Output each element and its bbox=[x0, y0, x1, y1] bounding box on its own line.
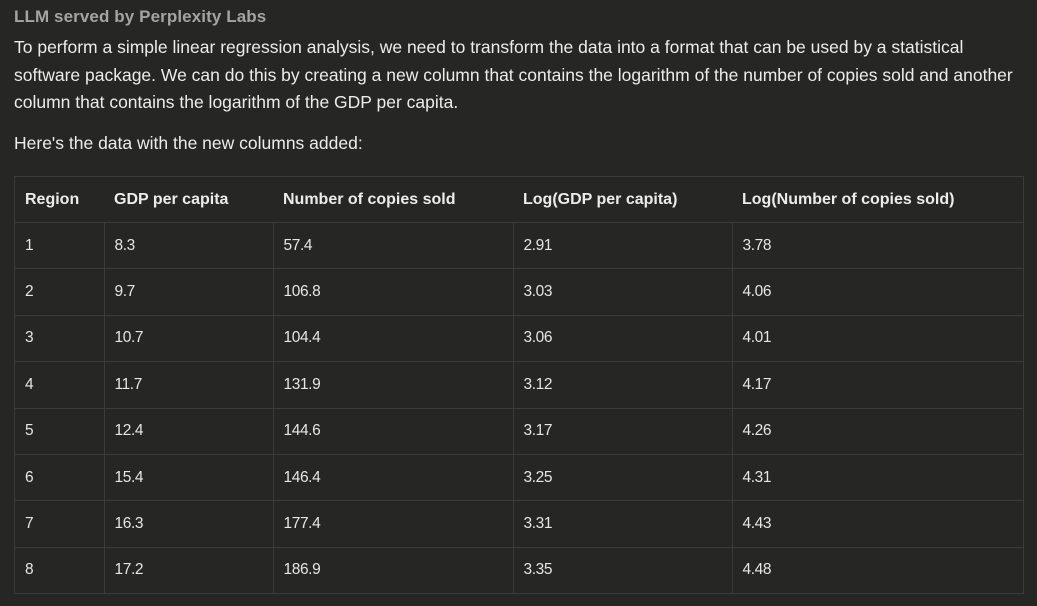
cell-log-gdp: 2.91 bbox=[512, 222, 732, 270]
table-row: 4 11.7 131.9 3.12 4.17 bbox=[15, 361, 1023, 409]
response-paragraph: To perform a simple linear regression an… bbox=[14, 37, 1013, 112]
cell-log-copies: 4.17 bbox=[731, 361, 1023, 409]
cell-log-gdp: 3.12 bbox=[512, 361, 732, 409]
cell-gdp: 8.3 bbox=[103, 222, 273, 270]
cell-gdp: 9.7 bbox=[103, 268, 273, 316]
cell-region: 1 bbox=[15, 222, 104, 270]
table-row: 3 10.7 104.4 3.06 4.01 bbox=[15, 315, 1023, 363]
cell-copies: 144.6 bbox=[272, 408, 513, 455]
cell-log-copies: 4.48 bbox=[731, 547, 1023, 593]
cell-log-gdp: 3.25 bbox=[512, 454, 732, 502]
cell-log-gdp: 3.35 bbox=[512, 547, 732, 593]
cell-region: 6 bbox=[15, 454, 104, 502]
cell-region: 8 bbox=[25, 561, 34, 579]
table-row: 6 15.4 146.4 3.25 4.31 bbox=[15, 454, 1023, 502]
model-byline: LLM served by Perplexity Labs bbox=[14, 7, 267, 26]
cell-copies: 106.8 bbox=[272, 268, 513, 316]
cell-copies: 104.4 bbox=[272, 315, 513, 363]
cell-gdp: 10.7 bbox=[103, 315, 273, 363]
cell-gdp: 11.7 bbox=[103, 361, 273, 409]
cell-log-copies: 4.31 bbox=[731, 454, 1023, 502]
table-header-row: Region GDP per capita Number of copies s… bbox=[15, 177, 1023, 223]
cell-log-gdp: 3.31 bbox=[512, 500, 732, 548]
data-table: Region GDP per capita Number of copies s… bbox=[15, 177, 1023, 593]
cell-gdp: 16.3 bbox=[103, 500, 273, 548]
cell-region: 7 bbox=[15, 500, 104, 548]
cell-copies: 57.4 bbox=[272, 222, 513, 270]
table-row: 2 9.7 106.8 3.03 4.06 bbox=[15, 268, 1023, 316]
table-row: 8 17.2 186.9 3.35 4.48 bbox=[15, 547, 1023, 593]
cell-gdp: 12.4 bbox=[103, 408, 273, 455]
table-row: 5 12.4 144.6 3.17 4.26 bbox=[15, 408, 1023, 455]
cell-copies: 177.4 bbox=[272, 500, 513, 548]
cell-log-gdp: 3.17 bbox=[512, 408, 732, 455]
cell-region: 4 bbox=[15, 361, 104, 409]
cell-log-copies: 4.01 bbox=[731, 315, 1023, 363]
table-row: 7 16.3 177.4 3.31 4.43 bbox=[15, 500, 1023, 548]
cell-log-copies: 4.43 bbox=[731, 500, 1023, 548]
table-row: 1 8.3 57.4 2.91 3.78 bbox=[15, 222, 1023, 270]
cell-log-copies: 3.78 bbox=[731, 222, 1023, 270]
cell-copies: 131.9 bbox=[272, 361, 513, 409]
table-intro-text: Here's the data with the new columns add… bbox=[14, 133, 363, 153]
header-region: Region bbox=[15, 177, 104, 223]
header-copies-sold: Number of copies sold bbox=[273, 177, 513, 223]
header-gdp-per-capita: GDP per capita bbox=[104, 177, 273, 223]
cell-gdp: 17.2 bbox=[103, 547, 273, 593]
cell-region: 5 bbox=[15, 408, 104, 455]
header-log-gdp: Log(GDP per capita) bbox=[513, 177, 732, 223]
cell-region: 3 bbox=[15, 315, 104, 363]
cell-copies: 146.4 bbox=[272, 454, 513, 502]
cell-log-gdp: 3.03 bbox=[512, 268, 732, 316]
data-table-container: Region GDP per capita Number of copies s… bbox=[14, 176, 1024, 594]
cell-gdp: 15.4 bbox=[103, 454, 273, 502]
cell-log-copies: 4.06 bbox=[731, 268, 1023, 316]
cell-log-copies: 4.26 bbox=[731, 408, 1023, 455]
cell-region: 2 bbox=[15, 268, 104, 316]
cell-log-gdp: 3.06 bbox=[512, 315, 732, 363]
cell-copies: 186.9 bbox=[272, 547, 513, 593]
header-log-copies: Log(Number of copies sold) bbox=[732, 177, 1023, 223]
